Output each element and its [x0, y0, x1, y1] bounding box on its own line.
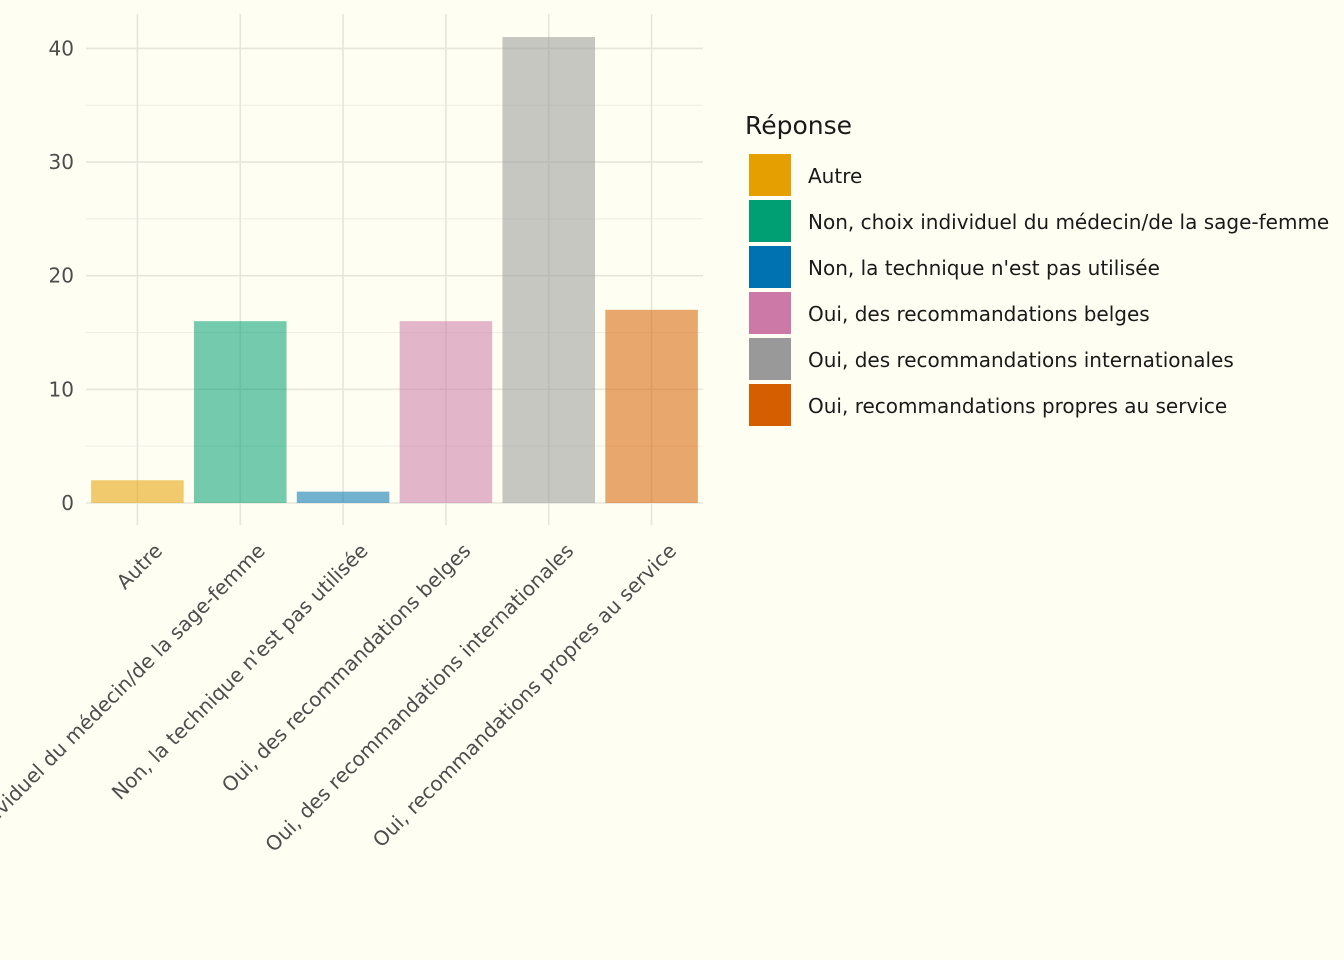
- legend-label: Oui, des recommandations internationales: [808, 348, 1234, 372]
- legend: Réponse Autre Non, choix individuel du mé…: [745, 111, 1329, 426]
- legend-label: Oui, des recommandations belges: [808, 302, 1150, 326]
- legend-swatch: [749, 154, 791, 196]
- legend-title: Réponse: [745, 111, 852, 140]
- legend-entry: Non, la technique n'est pas utilisée: [749, 246, 1160, 288]
- legend-entry: Oui, recommandations propres au service: [749, 384, 1227, 426]
- y-tick-label: 10: [49, 377, 74, 401]
- legend-swatch: [749, 200, 791, 242]
- legend-swatch: [749, 338, 791, 380]
- legend-label: Non, la technique n'est pas utilisée: [808, 256, 1160, 280]
- legend-entry: Non, choix individuel du médecin/de la s…: [749, 200, 1329, 242]
- y-axis: 0 10 20 30 40: [49, 36, 74, 515]
- bar: [399, 321, 493, 503]
- x-tick-label: Autre: [112, 539, 167, 594]
- y-tick-label: 20: [49, 264, 74, 288]
- y-tick-label: 40: [49, 36, 74, 60]
- bar: [91, 480, 184, 503]
- legend-label: Oui, recommandations propres au service: [808, 394, 1227, 418]
- bar: [296, 491, 390, 503]
- legend-swatch: [749, 246, 791, 288]
- y-tick-label: 0: [61, 491, 74, 515]
- bar: [605, 309, 698, 503]
- y-tick-label: 30: [49, 150, 74, 174]
- legend-swatch: [749, 292, 791, 334]
- bar: [193, 321, 287, 503]
- legend-label: Autre: [808, 164, 862, 188]
- legend-swatch: [749, 384, 791, 426]
- bars: [91, 37, 698, 503]
- legend-entry: Oui, des recommandations internationales: [749, 338, 1234, 380]
- legend-entry: Oui, des recommandations belges: [749, 292, 1150, 334]
- x-tick-label: Non, choix individuel du médecin/de la s…: [0, 539, 270, 925]
- bar: [502, 37, 596, 503]
- legend-entry: Autre: [749, 154, 862, 196]
- legend-label: Non, choix individuel du médecin/de la s…: [808, 210, 1329, 234]
